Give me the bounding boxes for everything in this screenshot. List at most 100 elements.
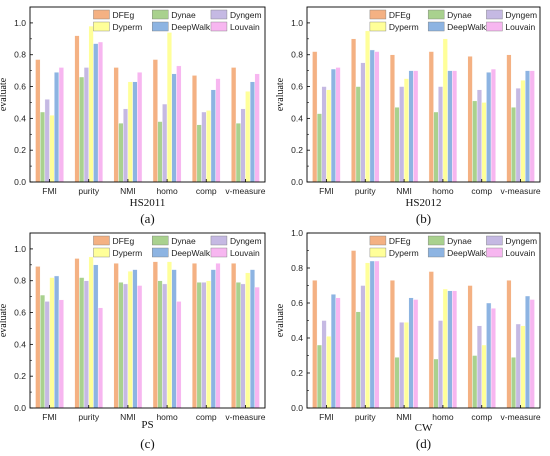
x-tick-label: comp <box>196 412 217 422</box>
bar-dynae-nmi <box>118 122 124 183</box>
legend-label-dyngem: Dyngem <box>505 236 537 246</box>
y-tick-label: 0.4 <box>14 113 26 123</box>
legend-swatch-dfeg <box>93 9 110 20</box>
bar-louvain-comp <box>490 308 496 409</box>
bar-louvain-homo <box>452 290 458 409</box>
y-tick-label: 0.6 <box>291 82 303 92</box>
legend-swatch-deepwalk <box>151 247 169 258</box>
bar-dfeg-purity <box>351 38 357 183</box>
y-tick-label: 0.2 <box>14 371 26 381</box>
legend-label-dyperm: Dyperm <box>112 248 142 258</box>
bar-dyngem-purity <box>83 280 89 409</box>
bar-dyngem-v-measure <box>515 323 521 409</box>
bar-dfeg-homo <box>428 51 434 183</box>
y-axis-label: evaluate <box>275 77 286 111</box>
bar-louvain-purity <box>97 307 104 409</box>
bar-dynae-purity <box>79 277 85 409</box>
x-tick-label: purity <box>78 412 100 422</box>
legend-label-deepwalk: DeepWalk <box>447 22 487 32</box>
bar-dyperm-purity <box>88 25 94 183</box>
bar-dyperm-homo <box>166 261 172 409</box>
bar-dyperm-nmi <box>127 81 133 183</box>
bar-dyperm-v-measure <box>520 79 526 183</box>
x-tick-label: homo <box>156 186 178 196</box>
legend-label-dynae: Dynae <box>447 10 472 20</box>
legend-label-dyperm: Dyperm <box>389 248 419 258</box>
bar-dynae-nmi <box>394 357 400 409</box>
legend-swatch-dfeg <box>369 9 387 20</box>
bar-dynae-comp <box>472 355 478 409</box>
bar-deepwalk-homo <box>171 73 177 183</box>
bar-dynae-comp <box>196 124 202 183</box>
x-tick-label: purity <box>355 186 377 196</box>
bar-dfeg-homo <box>428 271 434 409</box>
bar-louvain-fmi <box>58 299 64 409</box>
bar-dyngem-purity <box>83 67 89 183</box>
bar-dyperm-fmi <box>326 89 332 183</box>
legend-label-deepwalk: DeepWalk <box>171 22 211 32</box>
bar-dyperm-comp <box>481 344 487 409</box>
bar-louvain-homo <box>176 65 182 183</box>
legend-swatch-deepwalk <box>151 21 169 32</box>
legend-swatch-dynae <box>151 9 169 20</box>
legend-label-dfeg: DFEg <box>112 10 134 20</box>
x-axis-label: CW <box>415 422 433 434</box>
bar-dyperm-fmi <box>326 336 332 409</box>
legend-swatch-dynae <box>427 9 445 20</box>
y-axis-label: evaluate <box>0 303 9 337</box>
legend-label-dyngem: Dyngem <box>230 236 262 246</box>
bar-louvain-v-measure <box>254 286 260 409</box>
bar-dynae-fmi <box>316 113 322 183</box>
bar-dyngem-purity <box>360 62 366 183</box>
x-tick-label: FMI <box>319 412 334 422</box>
bar-deepwalk-fmi <box>54 275 60 409</box>
bar-deepwalk-homo <box>171 269 177 409</box>
panel-label: (b) <box>416 211 431 226</box>
bar-deepwalk-purity <box>93 43 99 183</box>
bar-louvain-v-measure <box>529 299 535 409</box>
y-tick-label: 1.0 <box>291 228 303 238</box>
x-tick-label: homo <box>156 412 178 422</box>
bar-dfeg-v-measure <box>231 263 237 409</box>
legend-label-dynae: Dynae <box>447 236 472 246</box>
bar-dyperm-nmi <box>403 322 409 409</box>
bar-dfeg-fmi <box>312 51 318 183</box>
bar-dfeg-comp <box>191 263 198 409</box>
y-tick-label: 0.4 <box>291 113 303 123</box>
bar-dyngem-fmi <box>321 86 327 183</box>
y-tick-label: 0.8 <box>14 276 26 286</box>
bar-deepwalk-homo <box>447 70 453 183</box>
bar-louvain-comp <box>215 78 221 183</box>
bar-louvain-homo <box>452 70 458 183</box>
y-tick-label: 0.4 <box>291 333 303 343</box>
legend-swatch-louvain <box>486 247 503 258</box>
legend-label-dyngem: Dyngem <box>230 10 262 20</box>
panel-2: 0.0 0.2 0.4 0.6 0.8 1.0 FMI purity NMI homo comp v-… <box>0 232 266 451</box>
x-axis-label: PS <box>141 419 153 431</box>
bar-dyperm-homo <box>442 288 448 409</box>
bar-dyperm-homo <box>442 38 448 183</box>
x-tick-label: NMI <box>396 186 412 196</box>
plot-frame <box>29 232 266 409</box>
bar-dynae-v-measure <box>511 357 517 409</box>
y-tick-label: 1.0 <box>14 244 26 254</box>
bar-dyngem-comp <box>476 325 482 409</box>
bar-deepwalk-purity <box>93 264 99 409</box>
bar-deepwalk-nmi <box>132 81 138 183</box>
legend: DFEg Dynae Dyngem Dyperm DeepWalk Louvain <box>93 9 262 32</box>
bar-deepwalk-purity <box>369 260 375 409</box>
bar-deepwalk-comp <box>486 72 492 183</box>
legend-label-dfeg: DFEg <box>112 236 134 246</box>
bar-dyperm-homo <box>166 32 172 183</box>
bar-dfeg-fmi <box>35 266 41 409</box>
bar-dyperm-purity <box>365 262 371 409</box>
bar-dyngem-nmi <box>399 322 405 409</box>
bar-deepwalk-v-measure <box>249 269 256 409</box>
legend-swatch-dyngem <box>486 235 503 246</box>
x-tick-label: comp <box>471 186 492 196</box>
bar-louvain-homo <box>176 301 182 409</box>
bar-dyperm-comp <box>481 102 487 183</box>
bar-dynae-purity <box>355 311 361 409</box>
bar-dyngem-nmi <box>399 86 405 183</box>
bar-dynae-nmi <box>118 282 124 409</box>
